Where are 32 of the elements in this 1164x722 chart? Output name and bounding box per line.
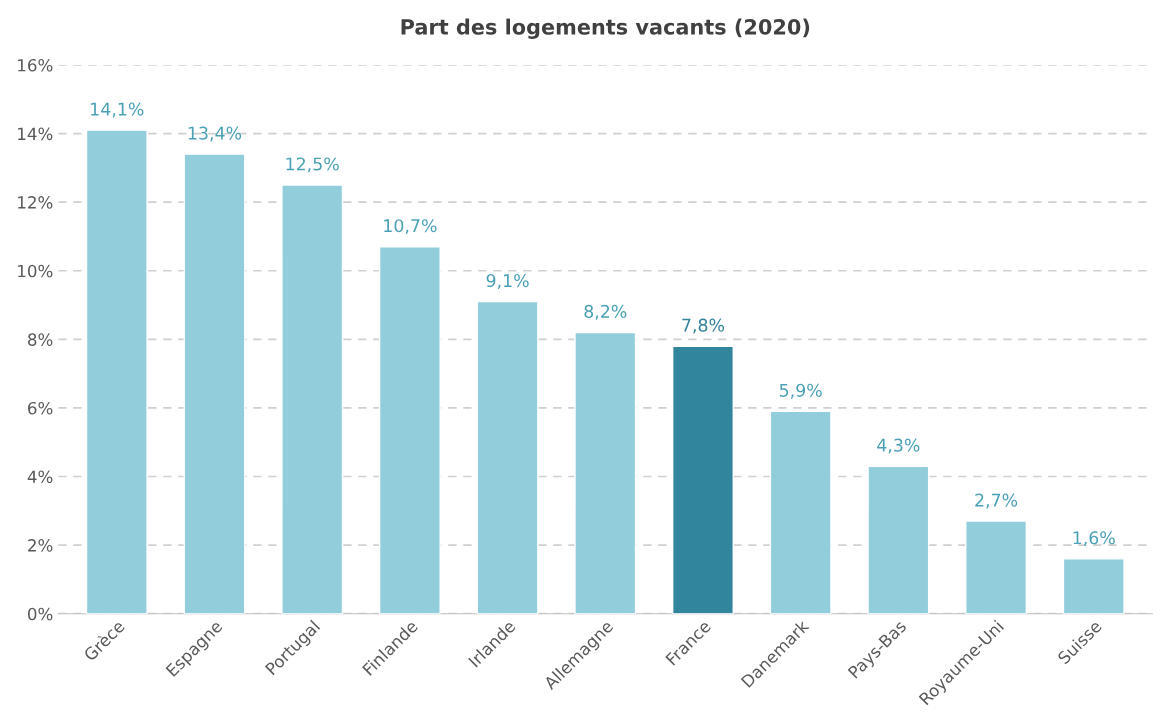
y-tick-label: 2% xyxy=(28,539,53,552)
bar xyxy=(1062,558,1125,614)
chart-title: Part des logements vacants (2020) xyxy=(401,18,810,39)
data-label: 10,7% xyxy=(384,219,437,235)
y-tick-label: 10% xyxy=(18,264,53,278)
bar xyxy=(769,410,832,614)
data-label: 1,6% xyxy=(1073,531,1115,547)
bar xyxy=(85,129,148,614)
bar xyxy=(476,300,539,614)
bar xyxy=(671,345,734,614)
y-tick-label: 12% xyxy=(18,196,53,209)
data-label: 12,5% xyxy=(286,157,339,173)
data-label: 7,8% xyxy=(682,318,725,334)
data-label: 9,1% xyxy=(486,274,529,289)
bar xyxy=(867,465,930,614)
bar xyxy=(378,246,441,614)
y-tick-label: 8% xyxy=(28,333,53,346)
data-label: 14,1% xyxy=(91,102,144,118)
bar xyxy=(965,520,1028,614)
data-label: 8,2% xyxy=(584,304,627,320)
data-label: 2,7% xyxy=(975,493,1018,509)
bar xyxy=(574,331,637,614)
y-tick-label: 14% xyxy=(18,127,53,141)
y-tick-label: 4% xyxy=(27,470,53,484)
data-label: 4,3% xyxy=(877,438,920,454)
y-tick-label: 16% xyxy=(18,58,53,72)
data-label: 5,9% xyxy=(779,383,822,399)
y-tick-label: 0% xyxy=(28,607,53,621)
bar xyxy=(281,184,344,614)
bar xyxy=(183,153,246,614)
data-label: 13,4% xyxy=(188,126,242,142)
y-tick-label: 6% xyxy=(28,401,53,415)
